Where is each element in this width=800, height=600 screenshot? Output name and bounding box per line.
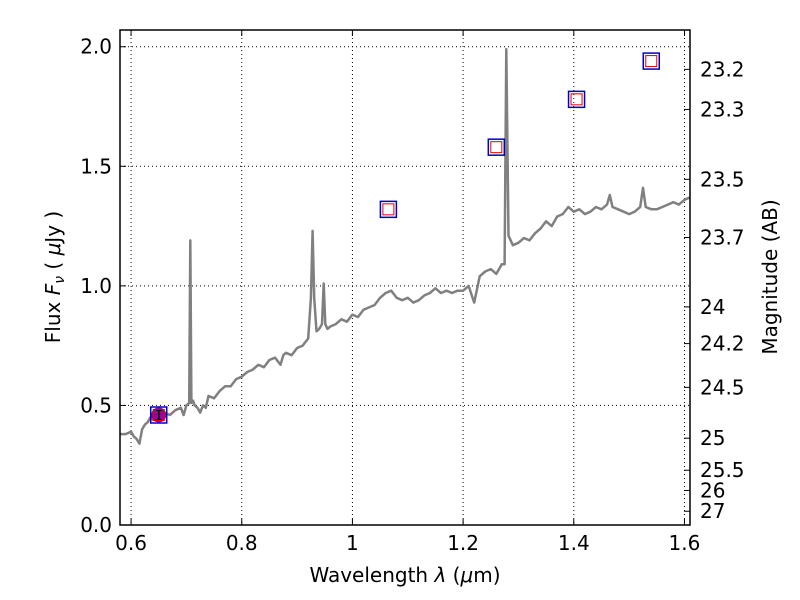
- y2-tick-label: 23.3: [700, 97, 745, 121]
- plot-frame: [119, 29, 691, 526]
- y-axis: 0.0 0.5 1.0 1.5 2.0: [80, 35, 126, 537]
- plot-area: [120, 47, 691, 445]
- x-axis-label: Wavelength λ (μm): [309, 563, 500, 587]
- x-tick-label: 1.2: [447, 531, 479, 555]
- x-tick-label: 1.6: [669, 531, 701, 555]
- model-marker-inner: [382, 203, 395, 216]
- y2-axis-label: Magnitude (AB): [758, 199, 782, 354]
- y-tick-label: 1.0: [80, 274, 112, 298]
- model-marker-inner: [645, 55, 658, 68]
- y2-tick-label: 25: [700, 426, 725, 450]
- model-marker-outer: [487, 138, 506, 156]
- model-marker-outer: [567, 90, 586, 109]
- y2-tick-label: 24.5: [700, 375, 745, 399]
- y2-tick-label: 23.2: [700, 57, 745, 81]
- spectrum-line: [120, 47, 691, 445]
- y-tick-label: 0.5: [80, 393, 112, 417]
- y-tick-label: 1.5: [80, 154, 112, 178]
- y2-tick-label: 26: [700, 478, 725, 502]
- model-marker-inner: [570, 93, 583, 106]
- y2-tick-label: 24.2: [700, 332, 745, 356]
- x-tick-label: 0.8: [226, 531, 258, 555]
- x-axis: 0.6 0.8 1 1.2 1.4 1.6: [115, 30, 700, 555]
- y-tick-label: 0.0: [80, 513, 112, 537]
- model-marker-outer: [642, 52, 661, 70]
- y2-tick-label: 25.5: [700, 458, 745, 482]
- y2-tick-label: 27: [700, 499, 725, 523]
- y-tick-label: 2.0: [80, 35, 112, 59]
- y-axis-label: Flux Fν ( μJy ): [41, 211, 68, 343]
- model-marker-inner: [490, 141, 503, 154]
- model-marker-outer: [379, 200, 398, 219]
- x-tick-label: 0.6: [115, 531, 147, 555]
- y2-tick-label: 23.5: [700, 167, 745, 191]
- x-tick-label: 1.4: [558, 531, 590, 555]
- x-tick-label: 1: [346, 531, 359, 555]
- model-marker-outer: [149, 406, 168, 424]
- y2-tick-label: 23.7: [700, 226, 745, 250]
- y2-tick-label: 24: [700, 295, 725, 319]
- model-marker-inner: [152, 409, 165, 421]
